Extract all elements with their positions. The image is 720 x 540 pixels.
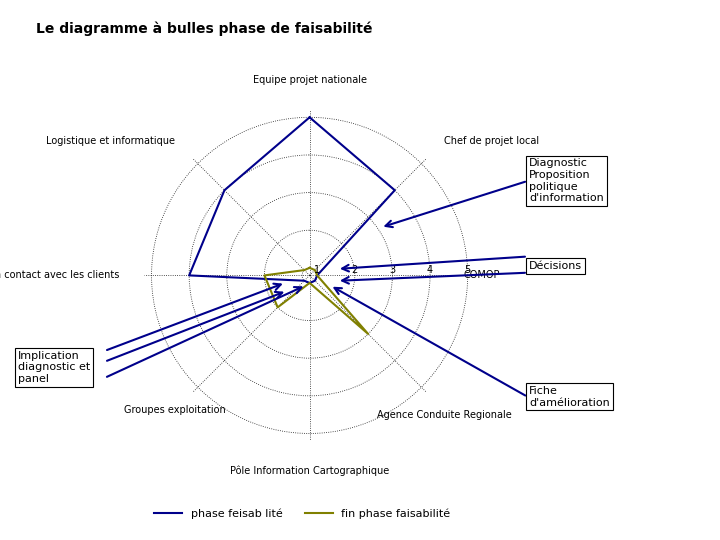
- Legend: phase feisab lité, fin phase faisabilité: phase feisab lité, fin phase faisabilité: [150, 504, 455, 524]
- Text: Equipe projet nationale: Equipe projet nationale: [253, 76, 366, 85]
- Text: Groupes exploitation: Groupes exploitation: [125, 405, 226, 415]
- Text: Décisions: Décisions: [529, 261, 582, 271]
- Text: 3: 3: [390, 265, 395, 275]
- Text: 2: 2: [351, 265, 358, 275]
- Text: COMOP: COMOP: [463, 271, 500, 280]
- Text: Groupes en contact avec les clients: Groupes en contact avec les clients: [0, 271, 120, 280]
- Text: 4: 4: [427, 265, 433, 275]
- Text: Pôle Information Cartographique: Pôle Information Cartographique: [230, 465, 390, 476]
- Text: Implication
diagnostic et
panel: Implication diagnostic et panel: [18, 350, 90, 384]
- Text: Fiche
d'amélioration: Fiche d'amélioration: [529, 386, 610, 408]
- Text: Agence Conduite Regionale: Agence Conduite Regionale: [377, 410, 511, 420]
- Text: 5: 5: [464, 265, 471, 275]
- Text: Logistique et informatique: Logistique et informatique: [46, 136, 175, 146]
- Text: Diagnostic
Proposition
politique
d'information: Diagnostic Proposition politique d'infor…: [529, 159, 604, 203]
- Text: Chef de projet local: Chef de projet local: [444, 136, 539, 146]
- Text: Le diagramme à bulles phase de faisabilité: Le diagramme à bulles phase de faisabili…: [36, 22, 372, 36]
- Text: 1: 1: [314, 265, 320, 275]
